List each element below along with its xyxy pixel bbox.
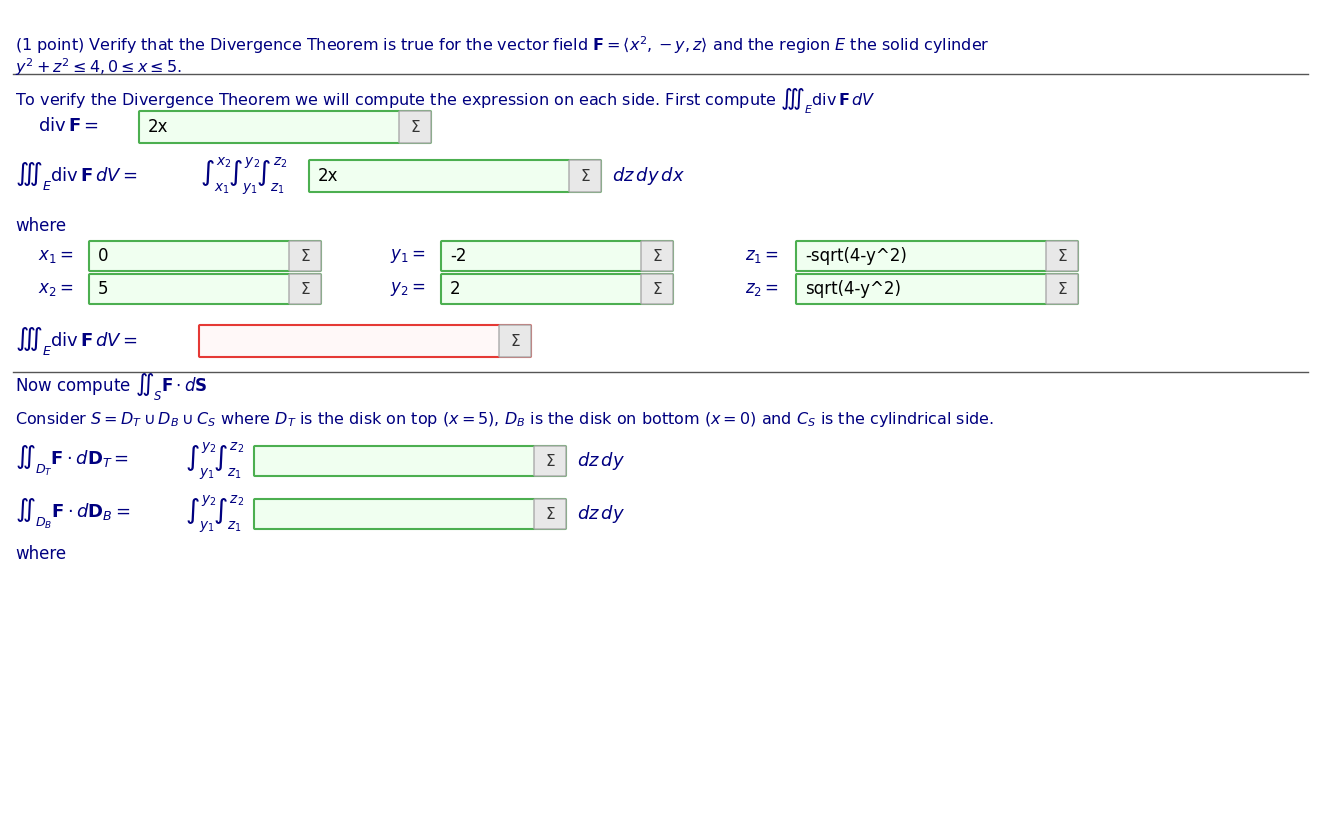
Text: $\iint_{D_T} \mathbf{F} \cdot d\mathbf{D}_T =$: $\iint_{D_T} \mathbf{F} \cdot d\mathbf{D… [15, 444, 129, 478]
Text: $y_1 =$: $y_1 =$ [390, 247, 425, 265]
Text: $y_2 =$: $y_2 =$ [390, 280, 425, 298]
Text: where: where [15, 545, 66, 563]
Text: $\Sigma$: $\Sigma$ [410, 119, 420, 135]
FancyBboxPatch shape [641, 241, 672, 271]
FancyBboxPatch shape [289, 274, 321, 304]
Text: To verify the Divergence Theorem we will compute the expression on each side. Fi: To verify the Divergence Theorem we will… [15, 86, 876, 115]
Text: -sqrt(4-y^2): -sqrt(4-y^2) [804, 247, 908, 265]
Text: $\Sigma$: $\Sigma$ [1057, 248, 1067, 264]
Text: $\iiint_E \mathrm{div}\,\mathbf{F}\,dV =$: $\iiint_E \mathrm{div}\,\mathbf{F}\,dV =… [15, 160, 137, 192]
Text: $\int_{x_1}^{x_2}\!\int_{y_1}^{y_2}\!\int_{z_1}^{z_2}$: $\int_{x_1}^{x_2}\!\int_{y_1}^{y_2}\!\in… [199, 155, 288, 197]
Text: $\Sigma$: $\Sigma$ [1057, 281, 1067, 297]
FancyBboxPatch shape [499, 325, 531, 357]
Text: 2x: 2x [148, 118, 169, 136]
Text: $\iiint_E \mathrm{div}\,\mathbf{F}\,dV =$: $\iiint_E \mathrm{div}\,\mathbf{F}\,dV =… [15, 325, 137, 357]
Text: $\Sigma$: $\Sigma$ [300, 281, 310, 297]
Text: Now compute $\iint_S \mathbf{F} \cdot d\mathbf{S}$: Now compute $\iint_S \mathbf{F} \cdot d\… [15, 371, 207, 401]
Text: -2: -2 [450, 247, 466, 265]
Text: $\int_{y_1}^{y_2}\!\int_{z_1}^{z_2}$: $\int_{y_1}^{y_2}\!\int_{z_1}^{z_2}$ [185, 494, 244, 535]
Text: $\mathrm{div}\,\mathbf{F} =$: $\mathrm{div}\,\mathbf{F} =$ [38, 117, 99, 135]
Text: $\iint_{D_B} \mathbf{F} \cdot d\mathbf{D}_B =$: $\iint_{D_B} \mathbf{F} \cdot d\mathbf{D… [15, 497, 131, 531]
Text: (1 point) Verify that the Divergence Theorem is true for the vector field $\math: (1 point) Verify that the Divergence The… [15, 34, 989, 56]
Text: $\Sigma$: $\Sigma$ [651, 248, 662, 264]
Text: 2: 2 [450, 280, 461, 298]
FancyBboxPatch shape [254, 499, 565, 529]
Text: $\Sigma$: $\Sigma$ [300, 248, 310, 264]
FancyBboxPatch shape [1046, 274, 1078, 304]
Text: $z_1 =$: $z_1 =$ [745, 247, 779, 265]
FancyBboxPatch shape [797, 274, 1078, 304]
FancyBboxPatch shape [534, 499, 565, 529]
Text: Consider $S = D_T \cup D_B \cup C_S$ where $D_T$ is the disk on top $(x = 5)$, $: Consider $S = D_T \cup D_B \cup C_S$ whe… [15, 410, 993, 428]
Text: $x_1 =$: $x_1 =$ [38, 247, 74, 265]
Text: $\Sigma$: $\Sigma$ [510, 333, 520, 349]
Text: $\Sigma$: $\Sigma$ [651, 281, 662, 297]
FancyBboxPatch shape [534, 446, 565, 476]
Text: where: where [15, 217, 66, 235]
Text: 0: 0 [98, 247, 108, 265]
FancyBboxPatch shape [254, 446, 565, 476]
Text: $dz\,dy$: $dz\,dy$ [577, 503, 625, 525]
Text: $y^2 + z^2 \leq 4, 0 \leq x \leq 5$.: $y^2 + z^2 \leq 4, 0 \leq x \leq 5$. [15, 56, 182, 77]
FancyBboxPatch shape [89, 274, 321, 304]
FancyBboxPatch shape [199, 325, 531, 357]
FancyBboxPatch shape [797, 241, 1078, 271]
FancyBboxPatch shape [441, 274, 672, 304]
FancyBboxPatch shape [309, 160, 601, 192]
Text: $\Sigma$: $\Sigma$ [544, 506, 555, 522]
Text: 2x: 2x [318, 167, 338, 185]
Text: $\int_{y_1}^{y_2}\!\int_{z_1}^{z_2}$: $\int_{y_1}^{y_2}\!\int_{z_1}^{z_2}$ [185, 440, 244, 482]
Text: $dz\,dy$: $dz\,dy$ [577, 450, 625, 472]
Text: $dz\,dy\,dx$: $dz\,dy\,dx$ [612, 165, 686, 187]
Text: $x_2 =$: $x_2 =$ [38, 280, 74, 298]
FancyBboxPatch shape [1046, 241, 1078, 271]
Text: $z_2 =$: $z_2 =$ [745, 280, 779, 298]
Text: sqrt(4-y^2): sqrt(4-y^2) [804, 280, 901, 298]
FancyBboxPatch shape [289, 241, 321, 271]
FancyBboxPatch shape [641, 274, 672, 304]
FancyBboxPatch shape [441, 241, 672, 271]
FancyBboxPatch shape [399, 111, 431, 143]
FancyBboxPatch shape [89, 241, 321, 271]
Text: 5: 5 [98, 280, 108, 298]
FancyBboxPatch shape [139, 111, 431, 143]
Text: $\Sigma$: $\Sigma$ [544, 453, 555, 469]
FancyBboxPatch shape [569, 160, 601, 192]
Text: $\Sigma$: $\Sigma$ [580, 168, 590, 184]
